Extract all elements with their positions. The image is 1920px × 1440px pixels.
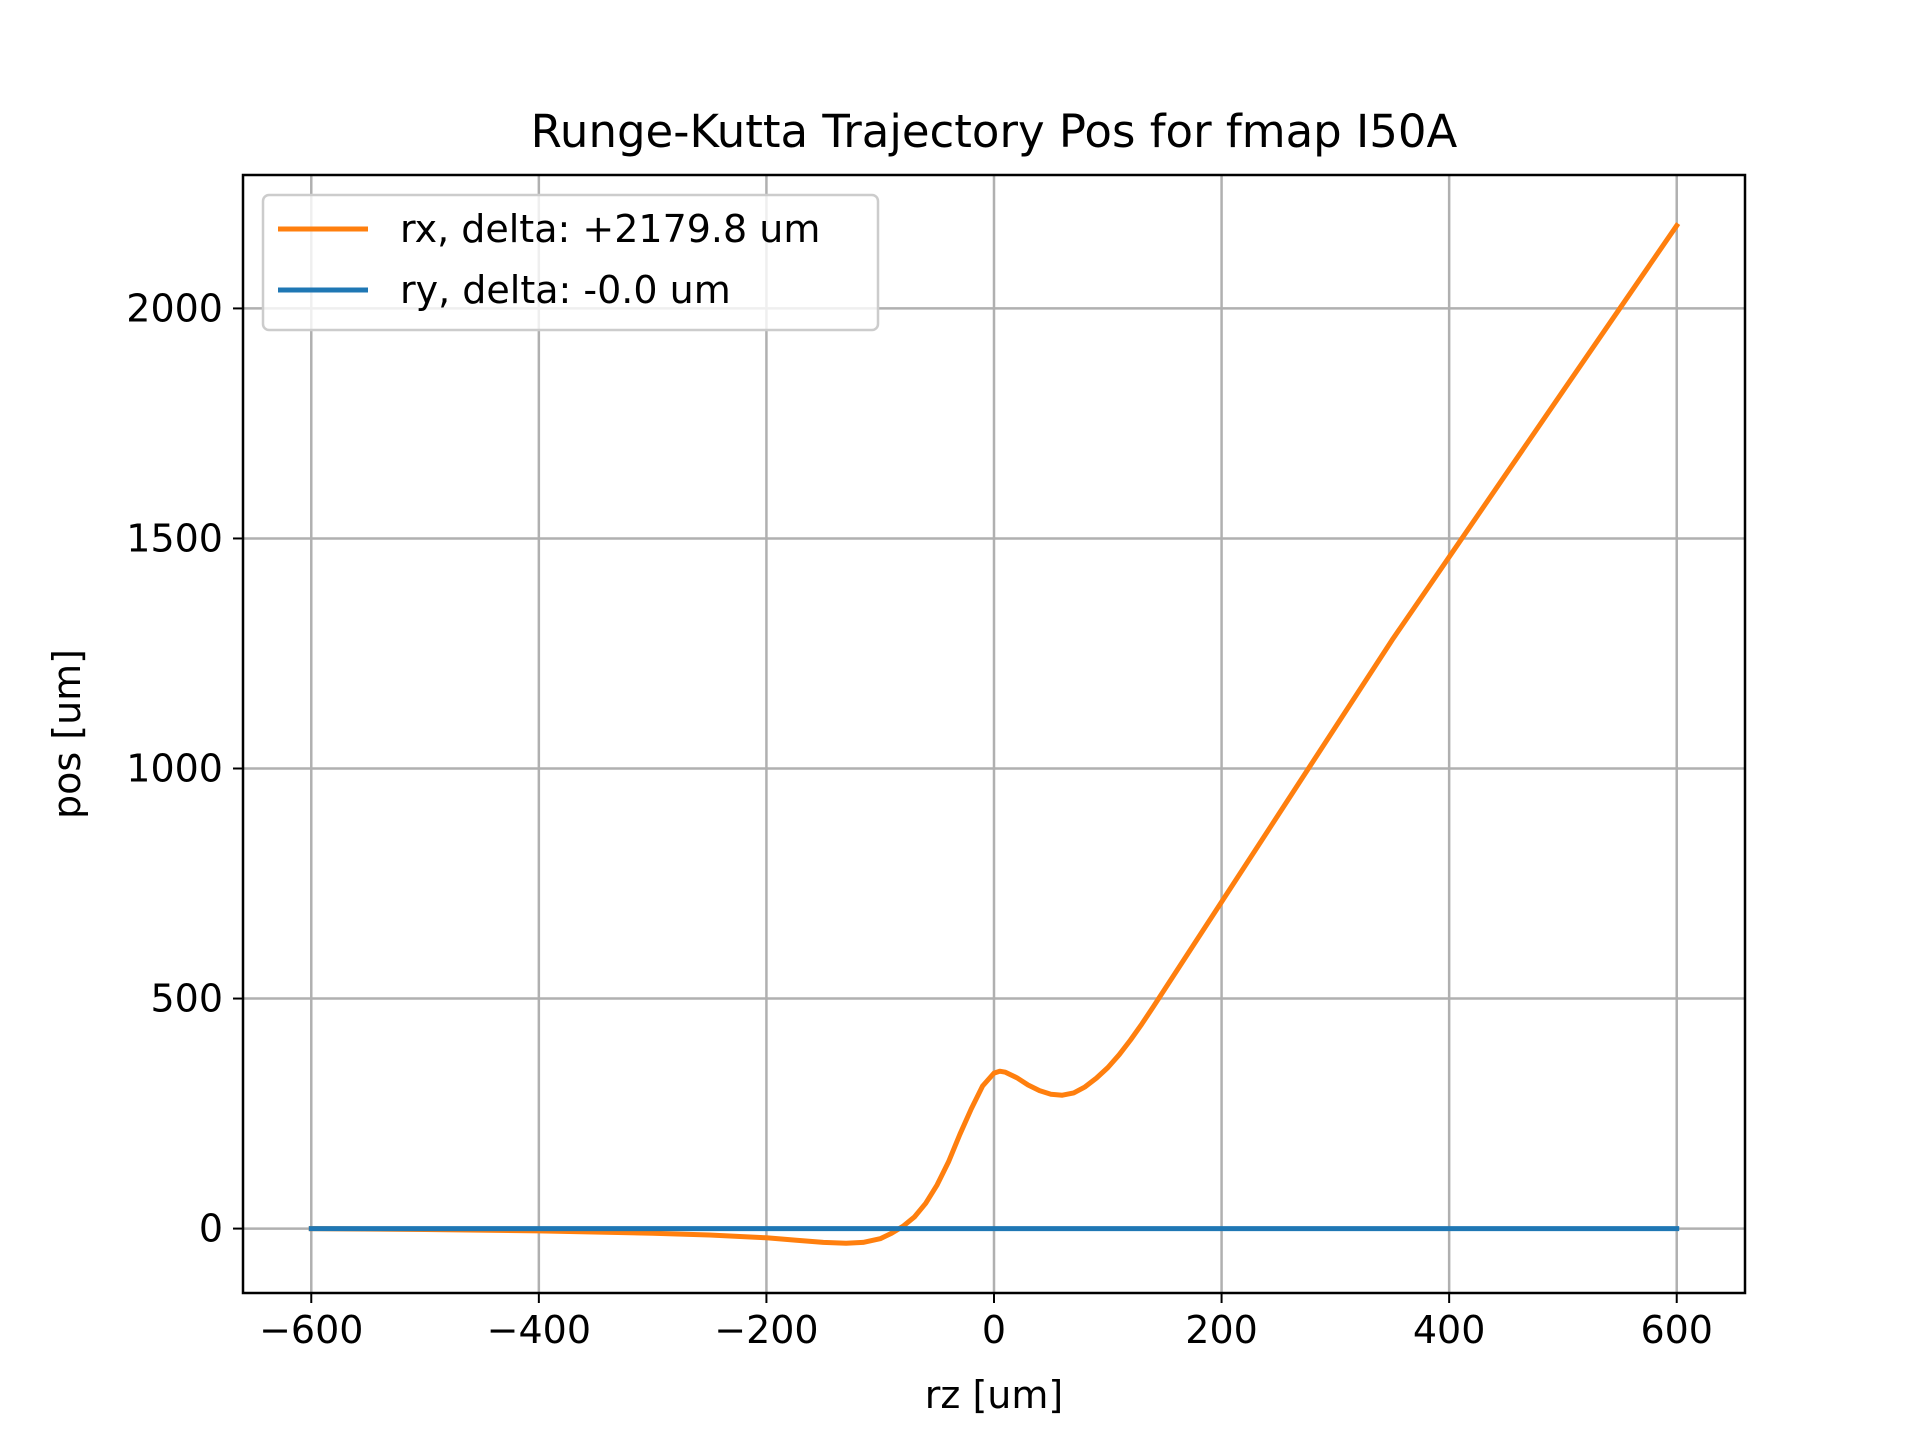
y-tick-label: 1500 (126, 516, 223, 560)
x-tick-label: 600 (1640, 1308, 1713, 1352)
grid (243, 175, 1745, 1293)
x-tick-label: 400 (1413, 1308, 1486, 1352)
y-tick-label: 500 (150, 977, 223, 1021)
chart-title: Runge-Kutta Trajectory Pos for fmap I50A (531, 105, 1458, 158)
x-axis-label: rz [um] (925, 1373, 1063, 1417)
x-tick-label: −200 (714, 1308, 818, 1352)
x-tick-label: −600 (259, 1308, 363, 1352)
legend-box (261, 193, 880, 332)
legend-label-ry: ry, delta: -0.0 um (400, 268, 731, 312)
series-line-rx (308, 222, 1681, 1246)
y-axis-label: pos [um] (45, 649, 89, 819)
legend-label-rx: rx, delta: +2179.8 um (400, 207, 820, 251)
y-tick-label: 2000 (126, 286, 223, 330)
axis-ticks: −600 −400 −200 0 200 400 600 0 500 1000 1500 2000 (126, 286, 1713, 1352)
y-tick-label: 1000 (126, 747, 223, 791)
y-tick-label: 0 (199, 1207, 223, 1251)
x-tick-label: 0 (982, 1308, 1006, 1352)
x-tick-label: −400 (487, 1308, 591, 1352)
plot-area (308, 222, 1681, 1246)
legend: rx, delta: +2179.8 um ry, delta: -0.0 um (261, 193, 880, 332)
x-tick-label: 200 (1185, 1308, 1258, 1352)
